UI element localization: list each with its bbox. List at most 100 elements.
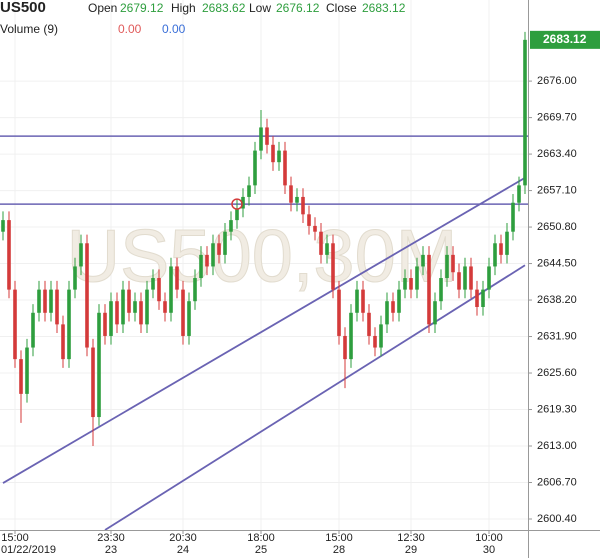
candle-body — [163, 301, 167, 313]
y-tick-label: 2638.20 — [537, 294, 577, 306]
candle-body — [133, 301, 137, 313]
candle-body — [265, 127, 269, 145]
label: Close — [326, 1, 357, 15]
candle-body — [157, 278, 161, 302]
candle-body — [331, 243, 335, 290]
candle-body — [145, 289, 149, 325]
candle-body — [109, 301, 113, 336]
candle-body — [337, 289, 341, 336]
candle-body — [361, 289, 365, 313]
candle-body — [385, 301, 389, 325]
candle-body — [439, 278, 443, 302]
candle-body — [397, 289, 401, 313]
value: 2679.12 — [120, 1, 164, 15]
candle-body — [421, 254, 425, 267]
candle-body — [271, 144, 275, 163]
candle-body — [289, 185, 293, 203]
candle-body — [457, 272, 461, 290]
candle-body — [175, 266, 179, 290]
candle-body — [409, 278, 413, 290]
value: 0.00 — [162, 22, 186, 36]
watermark: US500,30M — [67, 215, 458, 298]
candle-body — [463, 266, 467, 290]
candle-body — [7, 220, 11, 290]
marker — [231, 198, 243, 210]
candle-body — [355, 289, 359, 313]
y-tick-label: 2606.70 — [537, 476, 577, 488]
candle-body — [343, 335, 347, 360]
candle-body — [169, 266, 173, 313]
x-date-label: 29 — [405, 544, 417, 556]
value: 2676.12 — [276, 1, 320, 15]
candle-body — [307, 214, 311, 226]
y-tick-label: 2669.70 — [537, 111, 577, 123]
candle-body — [253, 150, 257, 186]
candle-body — [91, 347, 95, 418]
candle-body — [283, 150, 287, 186]
volume-label: Volume (9) — [0, 22, 58, 36]
candle-body — [223, 231, 227, 255]
candle-body — [139, 301, 143, 325]
x-tick-label: 15:00 — [325, 532, 353, 544]
axes: 2676.00 2669.70 2663.40 2657.10 2650.80 2644.… — [1, 30, 600, 556]
x-date-label: 30 — [483, 544, 495, 556]
candle-body — [427, 254, 431, 325]
label: Low — [249, 1, 271, 15]
plot — [0, 31, 528, 531]
x-date-label: 28 — [333, 544, 345, 556]
candle-body — [487, 266, 491, 290]
candle-body — [61, 324, 65, 360]
price-box — [530, 30, 600, 49]
x-date-label: 01/22/2019 — [1, 544, 56, 556]
x-tick-label: 12:30 — [397, 532, 425, 544]
candle-body — [325, 243, 329, 255]
y-tick-label: 2657.10 — [537, 184, 577, 196]
candle-body — [187, 301, 191, 336]
candle-body — [295, 196, 299, 203]
candle-body — [493, 243, 497, 267]
candle-body — [217, 243, 221, 255]
candle-body — [55, 289, 59, 325]
label: High — [171, 1, 196, 15]
x-tick-label: 10:00 — [475, 532, 503, 544]
candle-body — [349, 312, 353, 360]
candle-body — [391, 301, 395, 313]
y-tick-label: 2663.40 — [537, 148, 577, 160]
y-tick-label: 2676.00 — [537, 75, 577, 87]
candle-body — [433, 301, 437, 325]
candle-body — [319, 231, 323, 255]
candle-body — [103, 312, 107, 336]
candle-body — [499, 243, 503, 255]
candle-body — [193, 278, 197, 302]
candle-body — [181, 289, 185, 336]
x-tick-label: 20:30 — [169, 532, 197, 544]
candle-body — [97, 312, 101, 418]
candle-body — [481, 289, 485, 307]
candle-body — [211, 243, 215, 267]
candle-body — [241, 196, 245, 209]
candle-body — [79, 243, 83, 267]
candle-body — [121, 289, 125, 325]
x-tick-label: 15:00 — [1, 532, 29, 544]
candle-body — [469, 266, 473, 290]
candle-body — [451, 254, 455, 273]
candle-body — [403, 278, 407, 290]
candle-body — [205, 254, 209, 267]
y-tick-label: 2613.00 — [537, 440, 577, 452]
candle-body — [505, 231, 509, 255]
candle-body — [313, 225, 317, 232]
price-label: 2683.12 — [543, 32, 587, 46]
trend-line — [104, 264, 526, 531]
y-tick-label: 2631.90 — [537, 330, 577, 342]
candle-body — [511, 202, 515, 232]
candle-body — [19, 359, 23, 394]
trend-line — [2, 177, 526, 484]
y-tick-label: 2625.60 — [537, 367, 577, 379]
candle-body — [115, 301, 119, 325]
symbol: US500 — [0, 0, 46, 16]
candle-body — [199, 254, 203, 279]
candle-body — [301, 196, 305, 215]
label: Open — [88, 1, 117, 15]
x-date-label: 25 — [255, 544, 267, 556]
